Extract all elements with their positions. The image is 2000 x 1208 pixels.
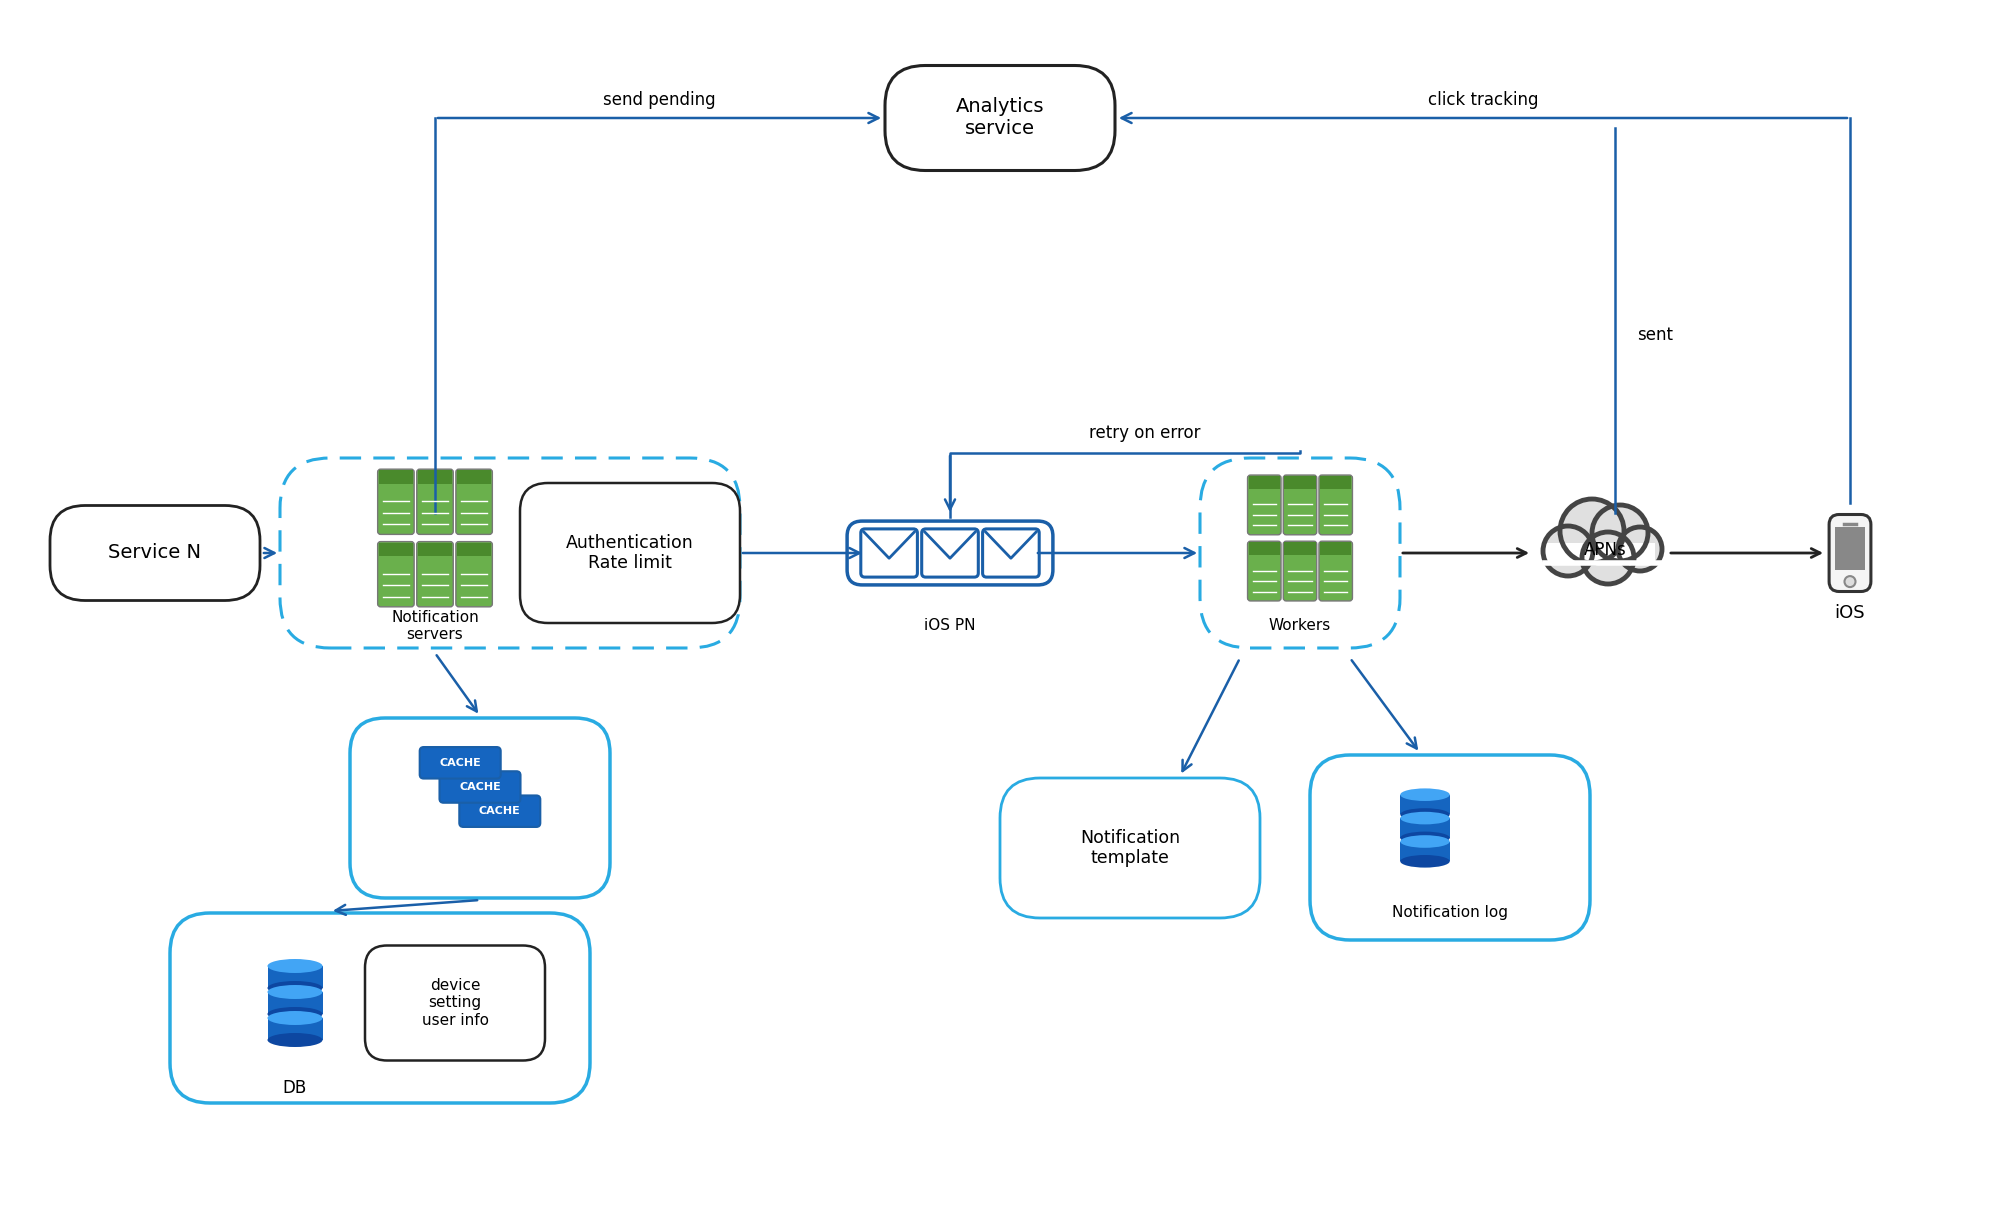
Bar xyxy=(456,542,492,557)
Bar xyxy=(1284,476,1316,489)
Bar xyxy=(1284,542,1316,554)
Text: Notification log: Notification log xyxy=(1392,906,1508,920)
FancyBboxPatch shape xyxy=(884,65,1114,170)
FancyBboxPatch shape xyxy=(1318,475,1352,535)
Ellipse shape xyxy=(1400,835,1450,848)
FancyBboxPatch shape xyxy=(1284,475,1316,535)
Bar xyxy=(1400,818,1450,838)
Text: DB: DB xyxy=(282,1079,308,1097)
Text: Service N: Service N xyxy=(108,544,202,563)
FancyBboxPatch shape xyxy=(364,946,544,1061)
FancyBboxPatch shape xyxy=(1318,541,1352,600)
FancyBboxPatch shape xyxy=(378,541,414,606)
Text: Analytics
service: Analytics service xyxy=(956,98,1044,139)
Text: Workers: Workers xyxy=(1268,618,1332,633)
Text: sent: sent xyxy=(1636,326,1672,344)
FancyBboxPatch shape xyxy=(170,913,590,1103)
Circle shape xyxy=(1592,505,1648,561)
FancyBboxPatch shape xyxy=(420,747,500,778)
Bar xyxy=(456,470,492,484)
FancyBboxPatch shape xyxy=(50,505,260,600)
Circle shape xyxy=(1618,527,1662,571)
Circle shape xyxy=(1544,525,1592,576)
Ellipse shape xyxy=(268,959,322,972)
FancyBboxPatch shape xyxy=(350,718,610,898)
Circle shape xyxy=(1844,576,1856,587)
Bar xyxy=(378,542,414,557)
Bar xyxy=(268,992,322,1014)
FancyBboxPatch shape xyxy=(1830,515,1870,592)
Bar xyxy=(1320,476,1352,489)
Ellipse shape xyxy=(268,1011,322,1026)
Text: device
setting
user info: device setting user info xyxy=(422,978,488,1028)
Bar xyxy=(1834,527,1866,570)
Ellipse shape xyxy=(1400,855,1450,867)
FancyBboxPatch shape xyxy=(456,469,492,534)
Circle shape xyxy=(1582,532,1634,583)
Ellipse shape xyxy=(1400,831,1450,844)
Text: Notification
template: Notification template xyxy=(1080,829,1180,867)
Text: retry on error: retry on error xyxy=(1090,424,1200,442)
FancyBboxPatch shape xyxy=(860,529,918,577)
FancyBboxPatch shape xyxy=(1000,778,1260,918)
FancyBboxPatch shape xyxy=(440,771,520,803)
FancyBboxPatch shape xyxy=(456,541,492,606)
Bar xyxy=(1248,476,1280,489)
Text: CACHE: CACHE xyxy=(440,757,482,768)
FancyBboxPatch shape xyxy=(416,541,454,606)
Ellipse shape xyxy=(268,981,322,995)
Bar xyxy=(268,1018,322,1040)
Bar xyxy=(1320,542,1352,554)
FancyBboxPatch shape xyxy=(1310,755,1590,940)
Circle shape xyxy=(1560,499,1624,563)
Text: iOS PN: iOS PN xyxy=(924,618,976,633)
Text: CACHE: CACHE xyxy=(478,806,520,817)
FancyBboxPatch shape xyxy=(520,483,740,623)
Bar xyxy=(1248,542,1280,554)
FancyBboxPatch shape xyxy=(378,469,414,534)
Bar xyxy=(1400,795,1450,814)
Ellipse shape xyxy=(1400,808,1450,820)
Text: click tracking: click tracking xyxy=(1428,91,1538,109)
Bar xyxy=(268,966,322,988)
FancyBboxPatch shape xyxy=(922,529,978,577)
Text: Authentication
Rate limit: Authentication Rate limit xyxy=(566,534,694,573)
FancyBboxPatch shape xyxy=(1248,475,1282,535)
FancyBboxPatch shape xyxy=(1248,541,1282,600)
FancyBboxPatch shape xyxy=(1200,458,1400,647)
Bar xyxy=(418,542,452,557)
Ellipse shape xyxy=(1400,789,1450,801)
FancyBboxPatch shape xyxy=(982,529,1040,577)
Ellipse shape xyxy=(268,1007,322,1021)
Bar xyxy=(378,470,414,484)
Bar xyxy=(418,470,452,484)
Ellipse shape xyxy=(268,985,322,999)
Text: iOS: iOS xyxy=(1834,604,1866,622)
Text: Notification
servers: Notification servers xyxy=(392,610,478,643)
FancyBboxPatch shape xyxy=(848,521,1052,585)
Text: CACHE: CACHE xyxy=(460,782,500,792)
FancyBboxPatch shape xyxy=(460,795,540,827)
Ellipse shape xyxy=(268,1033,322,1047)
FancyBboxPatch shape xyxy=(280,458,740,647)
FancyBboxPatch shape xyxy=(416,469,454,534)
Bar xyxy=(1544,544,1656,563)
FancyBboxPatch shape xyxy=(1284,541,1316,600)
Bar xyxy=(1400,842,1450,861)
Ellipse shape xyxy=(1400,812,1450,824)
Text: APNs: APNs xyxy=(1584,541,1626,559)
Text: send pending: send pending xyxy=(604,91,716,109)
